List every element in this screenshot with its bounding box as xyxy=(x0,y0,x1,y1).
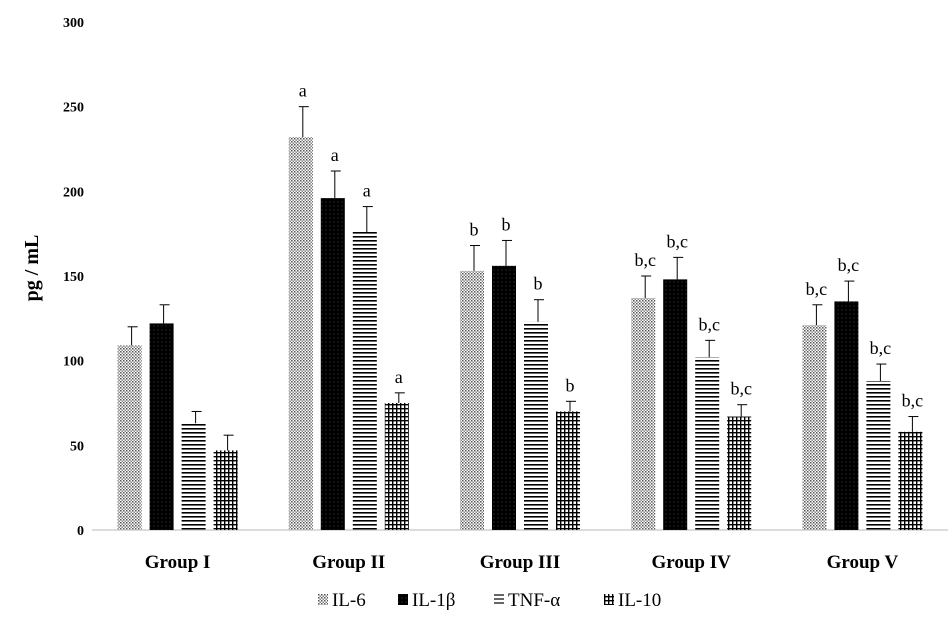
x-category-label: Group I xyxy=(145,552,211,573)
y-tick-label: 150 xyxy=(63,270,84,285)
y-axis-title: pg / mL xyxy=(21,235,43,302)
bar-hlines-2 xyxy=(524,321,548,530)
y-axis-label: pg / mL xyxy=(21,235,43,302)
significance-label: a xyxy=(363,181,371,201)
bar-dots-3 xyxy=(631,298,656,530)
y-tick-label: 300 xyxy=(63,16,84,31)
significance-label: b,c xyxy=(902,391,924,411)
bar-dots-4 xyxy=(802,325,827,530)
bar-solid-0 xyxy=(149,323,174,530)
x-category-label: Group V xyxy=(827,552,899,573)
bar-solid-1 xyxy=(320,198,345,530)
significance-label: b,c xyxy=(634,250,656,270)
significance-label: b,c xyxy=(870,338,892,358)
legend-swatch-dots xyxy=(318,594,328,605)
x-axis-categories: Group I Group II Group III Group IV Group V xyxy=(145,552,899,573)
significance-label: b,c xyxy=(698,314,720,334)
significance-label: b xyxy=(566,375,575,395)
x-category-label: Group IV xyxy=(652,552,732,573)
legend-label: TNF-α xyxy=(508,590,560,611)
bar-hlines-3 xyxy=(695,357,720,530)
bar-dots-2 xyxy=(460,270,484,530)
legend-swatch-grid xyxy=(604,594,614,605)
significance-label: b,c xyxy=(666,231,688,251)
significance-label: a xyxy=(331,145,339,165)
y-tick-label: 100 xyxy=(63,355,84,370)
bar-grid-3 xyxy=(727,416,752,530)
bar-grid-4 xyxy=(898,431,923,530)
legend: IL-6 IL-1β TNF-α IL-10 xyxy=(318,590,661,611)
y-tick-label: 0 xyxy=(77,524,84,539)
legend-label: IL-6 xyxy=(332,590,366,611)
significance-label: b,c xyxy=(730,379,752,399)
significance-label: b xyxy=(470,220,479,240)
legend-swatch-hlines xyxy=(494,594,504,604)
bar-hlines-0 xyxy=(181,423,206,530)
bar-grid-2 xyxy=(556,411,580,530)
significance-label: a xyxy=(299,81,307,101)
significance-label: b xyxy=(534,274,543,294)
y-tick-label: 50 xyxy=(70,439,84,454)
bar-solid-3 xyxy=(663,279,688,530)
bar-grid-0 xyxy=(213,450,238,530)
y-tick-label: 200 xyxy=(63,185,84,200)
legend-swatch-solid xyxy=(398,594,408,605)
significance-label: b,c xyxy=(806,279,828,299)
x-category-label: Group III xyxy=(480,552,560,573)
significance-label: a xyxy=(395,367,403,387)
significance-label: b,c xyxy=(838,255,860,275)
significance-label: b xyxy=(502,214,511,234)
legend-label: IL-10 xyxy=(618,590,661,611)
bar-grid-1 xyxy=(384,403,409,530)
bar-hlines-1 xyxy=(352,231,377,530)
y-axis-ticks: 0 50 100 150 200 250 300 xyxy=(63,16,84,539)
y-tick-label: 250 xyxy=(63,101,84,116)
bars: a a a a b b b b b,c b,c b,c b,c b,c b,c b,c b,c xyxy=(117,81,924,530)
bar-solid-2 xyxy=(492,265,516,530)
legend-label: IL-1β xyxy=(412,590,455,611)
x-category-label: Group II xyxy=(312,552,385,573)
bar-dots-1 xyxy=(288,137,313,530)
bar-solid-4 xyxy=(834,301,859,530)
bar-dots-0 xyxy=(117,345,142,530)
bar-hlines-4 xyxy=(866,380,891,530)
